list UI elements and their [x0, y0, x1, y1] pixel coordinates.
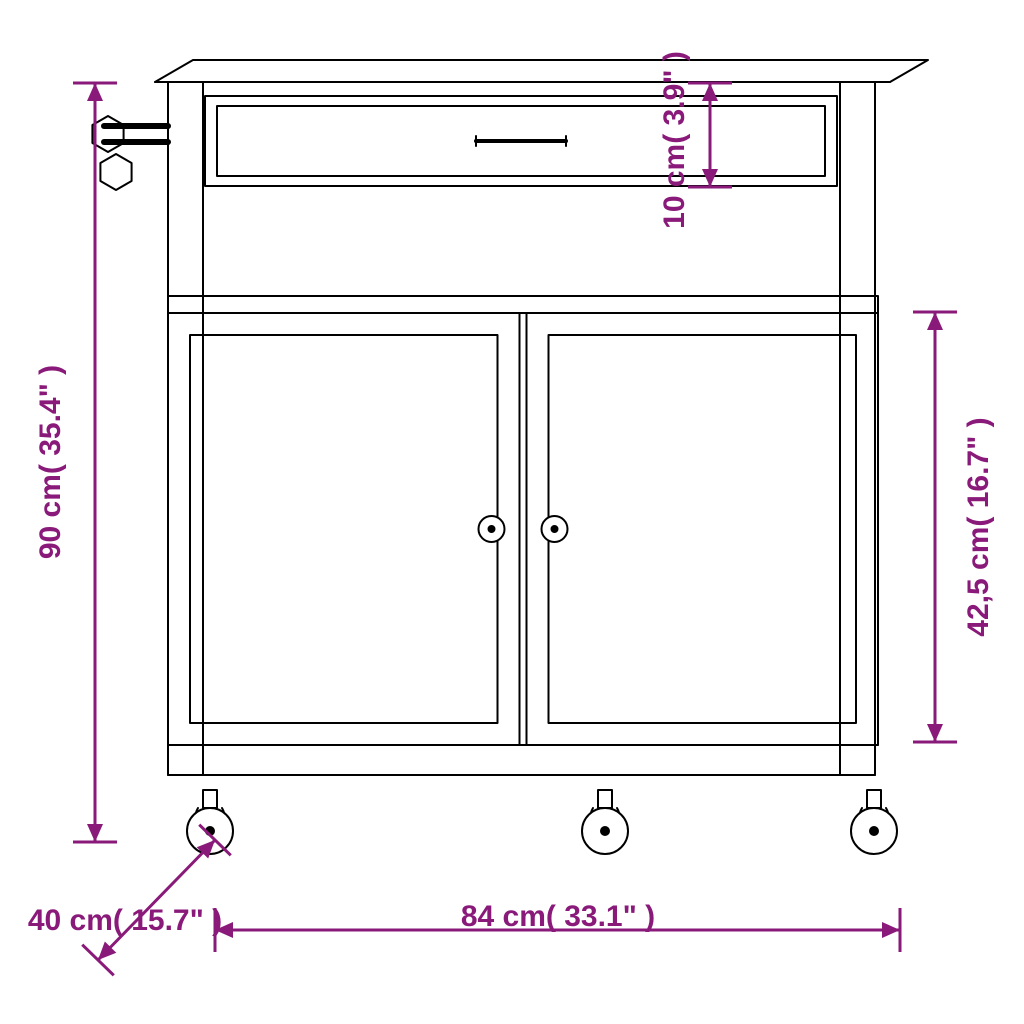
dimension-label: 10 cm( 3.9" )	[658, 51, 691, 229]
dimension-label: 40 cm( 15.7" )	[28, 904, 222, 937]
dimension-label: 84 cm( 33.1" )	[461, 900, 655, 933]
dimension-label: 42,5 cm( 16.7" )	[962, 417, 995, 636]
dimension-label: 90 cm( 35.4" )	[34, 365, 67, 559]
